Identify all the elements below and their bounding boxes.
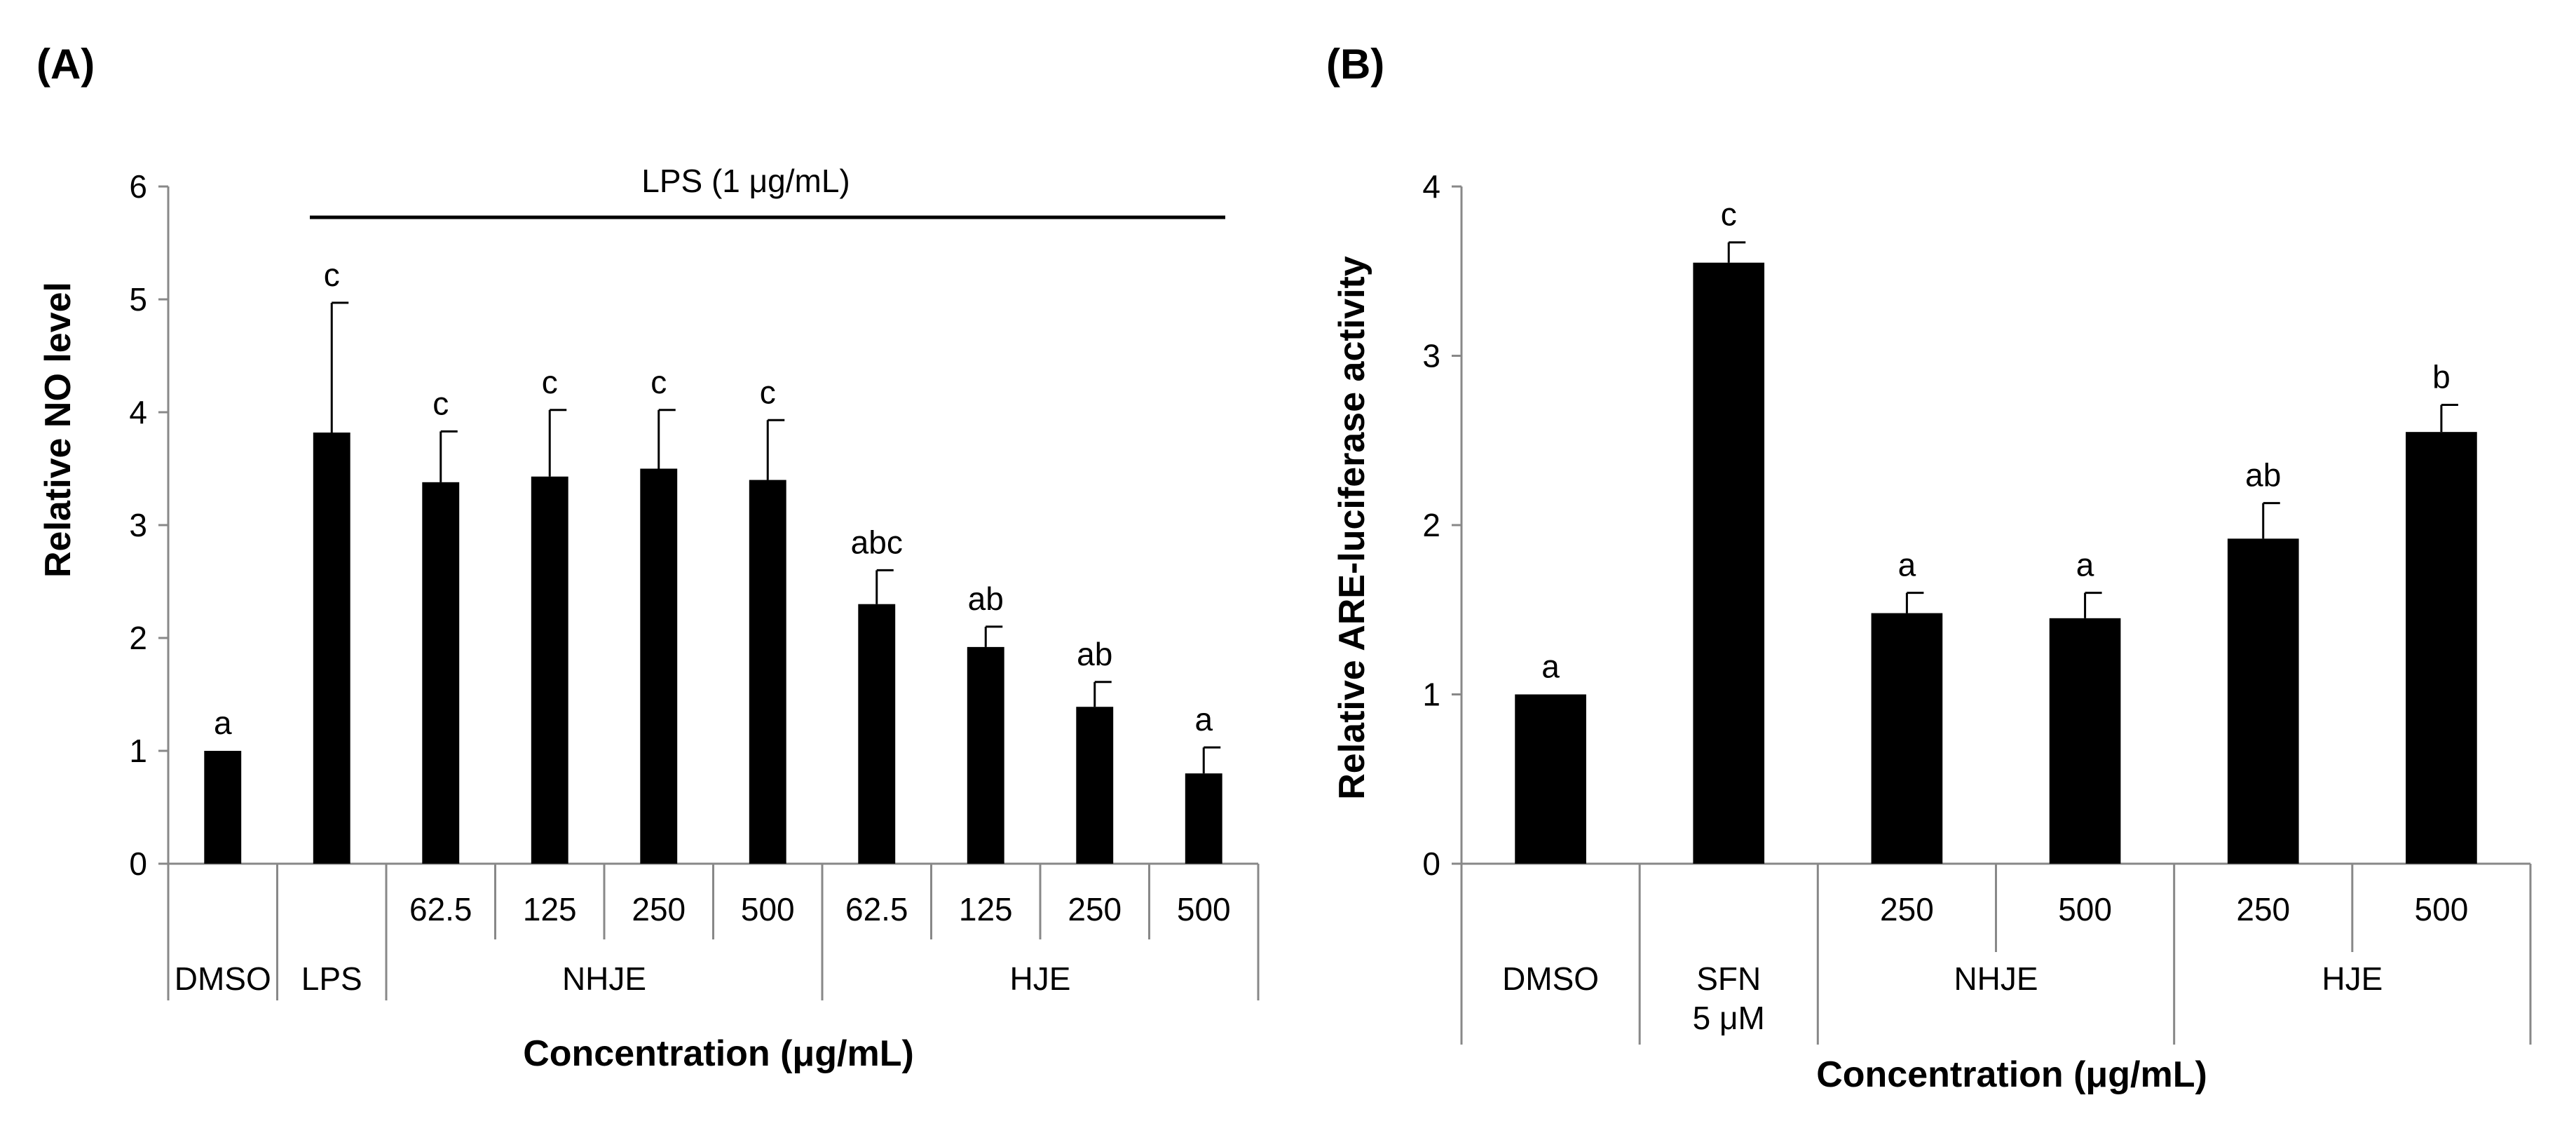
bar [204,751,242,864]
bar [531,476,568,864]
group-label: HJE [2322,960,2383,997]
panel-label-a: (A) [36,41,95,88]
group-label: NHJE [562,960,646,997]
bar [967,646,1004,864]
level-label: 250 [1068,891,1122,928]
panel-b: (B) Relative ARE-luciferase activity Con… [1326,41,2532,1095]
significance-label: abc [851,524,903,560]
panel-label-b: (B) [1326,41,1384,88]
bar [1871,613,1943,864]
group-label: DMSO [175,960,271,997]
significance-label: c [432,385,449,421]
y-tick-label: 5 [129,281,147,318]
significance-label: a [1194,701,1213,738]
y-tick-label: 3 [129,507,147,543]
bar [2406,432,2477,864]
y-axis-title-b: Relative ARE-luciferase activity [1332,256,1372,800]
y-tick-label: 4 [1422,168,1440,205]
group-label: NHJE [1954,960,2038,997]
level-label: 62.5 [845,891,908,928]
y-tick-label: 1 [129,733,147,769]
y-tick-label: 0 [129,845,147,882]
significance-label: a [1541,648,1560,685]
y-tick-label: 4 [129,394,147,430]
significance-label: b [2432,359,2451,395]
plot-a: 0 1 2 3 4 5 6 a c c c c c abc ab ab a 62.5 125 250 500 62.5 12… [129,168,1260,1000]
significance-label: ab [2245,457,2281,494]
bar [1185,773,1222,864]
significance-label: c [324,257,340,293]
bar [858,604,896,864]
significance-label: ab [1077,636,1112,672]
y-tick-label: 0 [1422,845,1440,882]
significance-label: ab [968,580,1004,617]
level-label: 500 [1177,891,1231,928]
level-label: 250 [2236,891,2290,928]
treatment-label-a: LPS (1 μg/mL) [641,163,850,199]
group-label: DMSO [1502,960,1599,997]
group-label: HJE [1010,960,1071,997]
significance-label: a [2076,547,2094,583]
bar [749,480,786,864]
significance-label: a [1898,547,1916,583]
level-label: 250 [632,891,686,928]
bar [1515,694,1586,864]
level-label: 250 [1880,891,1934,928]
y-axis-title-a: Relative NO level [38,282,79,578]
significance-label: c [650,364,667,400]
bar [1693,262,1765,864]
group-label: LPS [301,960,362,997]
y-tick-label: 2 [1422,507,1440,543]
y-tick-label: 6 [129,168,147,205]
level-label: 62.5 [409,891,472,928]
bar [1076,707,1114,864]
bar [422,482,460,864]
y-tick-label: 2 [129,620,147,656]
significance-label: c [760,374,776,410]
level-label: 500 [2415,891,2469,928]
significance-label: c [1721,196,1737,233]
level-label: 125 [523,891,577,928]
group-label: SFN [1696,960,1761,997]
bar [313,432,350,864]
significance-label: a [214,705,232,741]
y-tick-label: 1 [1422,677,1440,713]
significance-label: c [542,364,558,400]
panel-a: (A) Relative NO level Concentration (μg/… [36,41,1260,1074]
group-label: 5 μM [1693,1000,1765,1036]
level-label: 500 [741,891,795,928]
y-tick-label: 3 [1422,338,1440,374]
level-label: 125 [959,891,1013,928]
level-label: 500 [2058,891,2112,928]
bar [2049,618,2121,864]
x-axis-title-a: Concentration (μg/mL) [523,1033,914,1074]
x-axis-title-b: Concentration (μg/mL) [1816,1054,2207,1095]
bar [640,468,678,864]
bar [2227,538,2299,864]
